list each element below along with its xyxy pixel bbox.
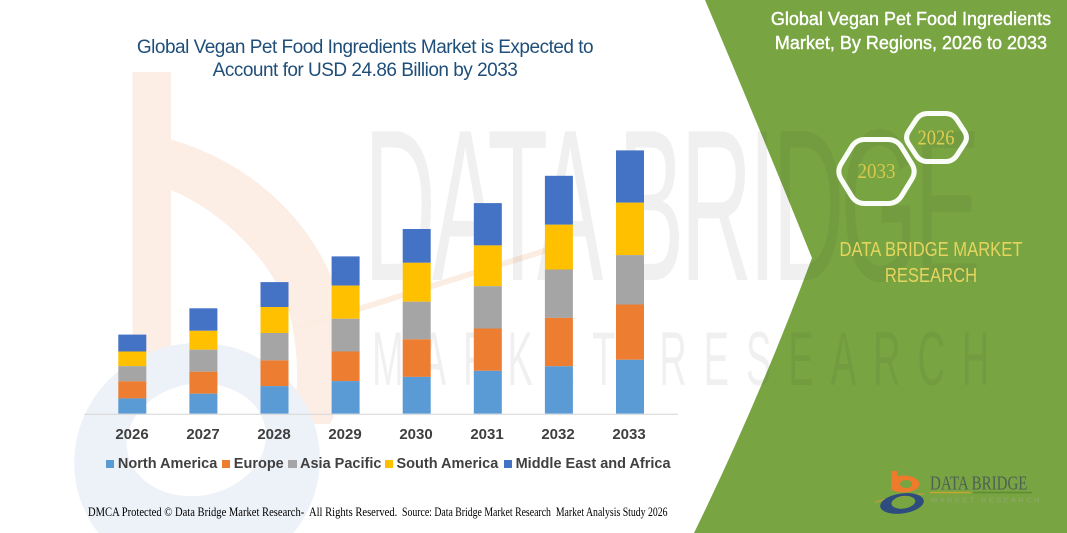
svg-text:2026: 2026 (918, 126, 955, 150)
svg-text:2033: 2033 (858, 159, 896, 183)
svg-text:MARKET RESEARCH: MARKET RESEARCH (931, 496, 1042, 505)
svg-text:DATA BRIDGE: DATA BRIDGE (930, 471, 1027, 494)
